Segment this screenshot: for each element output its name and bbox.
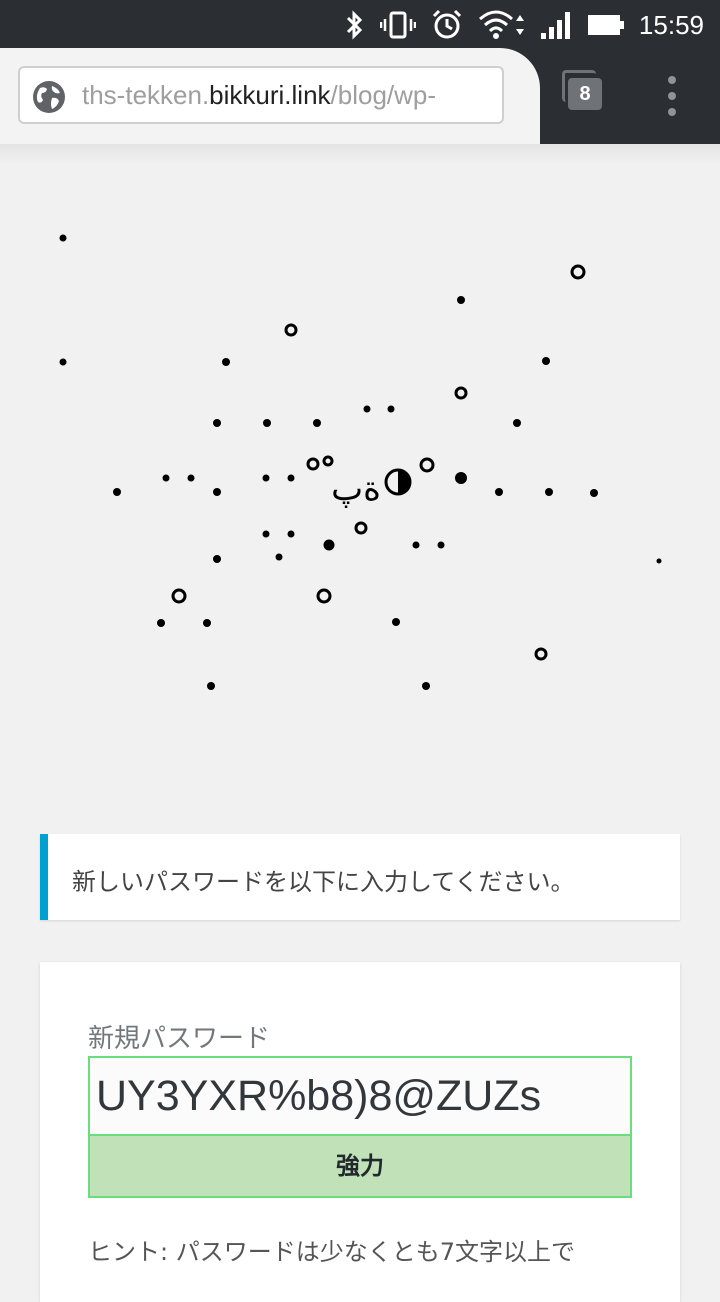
clock: 15:59: [638, 10, 704, 40]
address-bar[interactable]: ths-tekken.bikkuri.link/blog/wp-: [18, 66, 504, 124]
tab-switcher-button[interactable]: 8: [560, 68, 610, 118]
alarm-icon: [432, 9, 462, 39]
bluetooth-icon: [346, 10, 363, 40]
password-strength-indicator: 強力: [88, 1134, 632, 1198]
logo-dots: [59, 234, 662, 690]
url-tab: ths-tekken.bikkuri.link/blog/wp-: [0, 48, 540, 144]
status-icons: [342, 8, 626, 42]
tab-count: 8: [568, 78, 602, 110]
vibrate-icon: [380, 11, 416, 39]
url-prefix: ths-tekken.: [82, 80, 210, 110]
battery-icon: [588, 15, 624, 35]
reset-password-form: 新規パスワード UY3YXR%b8)8@ZUZs 強力 ヒント: パスワードは少…: [40, 962, 680, 1302]
toolbar-shadow: [0, 144, 720, 164]
logo-rings: [171, 264, 586, 661]
site-logo: ة‌پ: [59, 234, 662, 690]
browser-toolbar: ths-tekken.bikkuri.link/blog/wp- 8: [0, 48, 720, 144]
url-path: /blog/wp-: [330, 80, 437, 110]
menu-dot: [668, 92, 676, 100]
menu-dot: [668, 108, 676, 116]
overflow-menu-button[interactable]: [654, 72, 690, 120]
new-password-label: 新規パスワード: [88, 1024, 271, 1054]
password-hint: ヒント: パスワードは少なくとも7文字以上で: [88, 1238, 575, 1266]
notice-message: 新しいパスワードを以下に入力してください。: [72, 868, 575, 896]
logo-pie-icon: [384, 468, 412, 496]
url-host: bikkuri.link: [209, 80, 331, 110]
signal-icon: [541, 12, 570, 39]
new-password-input[interactable]: UY3YXR%b8)8@ZUZs: [88, 1056, 632, 1136]
globe-icon: [33, 81, 65, 113]
wifi-icon: [479, 10, 524, 39]
notice-box: 新しいパスワードを以下に入力してください。: [40, 834, 680, 920]
menu-dot: [668, 76, 676, 84]
logo-text: ة‌پ: [331, 469, 381, 509]
tabs-stack-icon: [562, 70, 596, 102]
status-bar: 15:59: [0, 0, 720, 48]
url-text: ths-tekken.bikkuri.link/blog/wp-: [82, 80, 492, 111]
